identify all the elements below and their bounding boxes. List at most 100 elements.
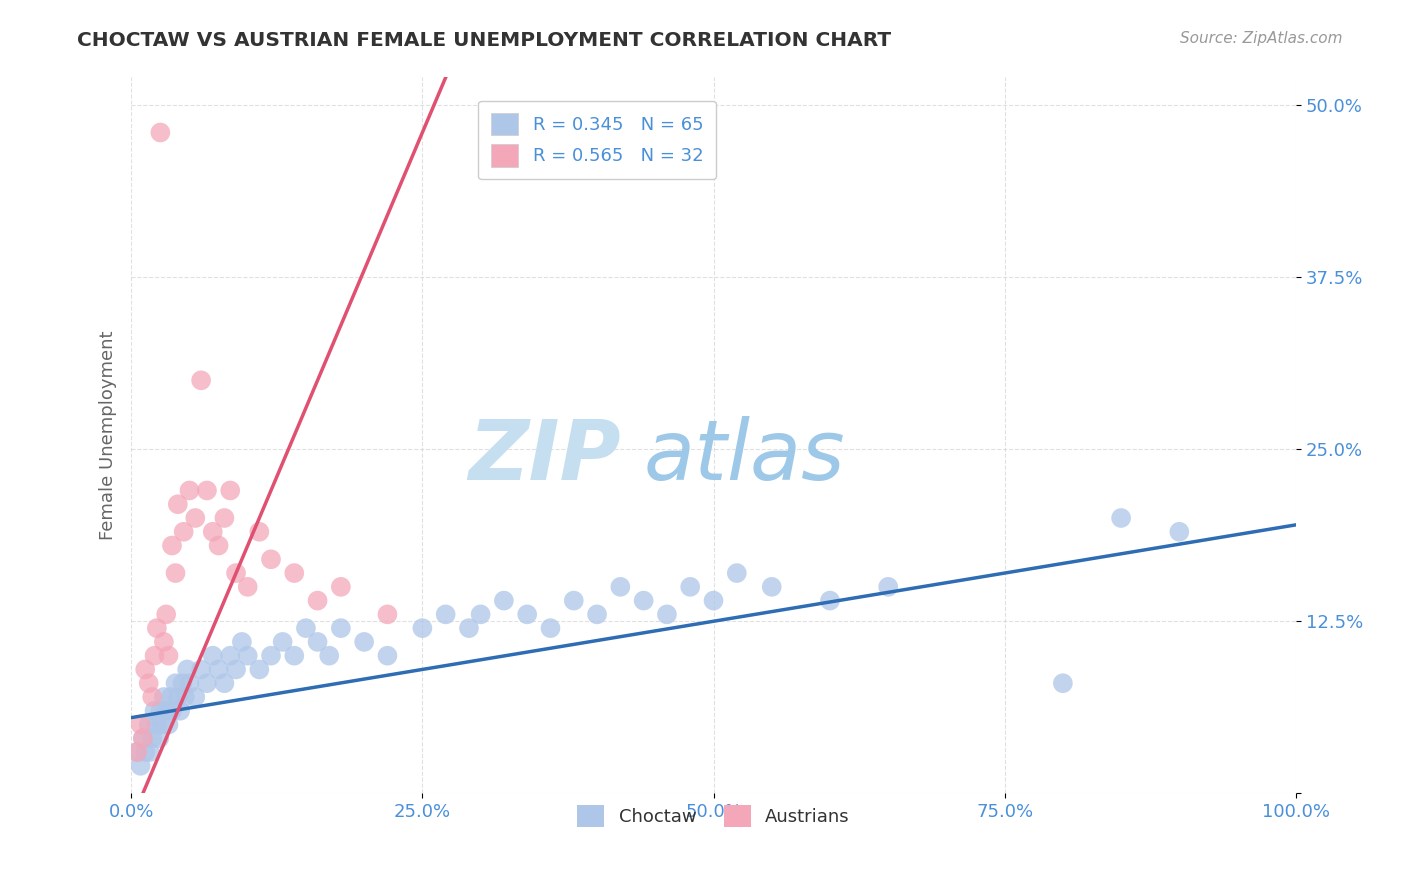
Point [377, 648, 399, 663]
Point [134, 745, 156, 759]
Point [176, 662, 198, 676]
Point [1052, 676, 1074, 690]
Point [260, 648, 283, 663]
Point [219, 483, 242, 498]
Point [247, 524, 270, 539]
Point [134, 662, 156, 676]
Point [139, 745, 162, 759]
Point [165, 566, 187, 580]
Point [702, 593, 724, 607]
Point [125, 745, 148, 759]
Point [148, 731, 170, 746]
Point [818, 593, 841, 607]
Point [146, 621, 169, 635]
Point [562, 593, 585, 607]
Point [132, 731, 155, 746]
Point [516, 607, 538, 622]
Point [655, 607, 678, 622]
Point [586, 607, 609, 622]
Point [318, 648, 340, 663]
Point [160, 704, 183, 718]
Point [132, 731, 155, 746]
Point [283, 648, 305, 663]
Point [295, 621, 318, 635]
Point [225, 566, 247, 580]
Point [283, 566, 305, 580]
Point [169, 704, 191, 718]
Point [609, 580, 631, 594]
Point [236, 648, 259, 663]
Point [146, 717, 169, 731]
Point [329, 621, 352, 635]
Point [166, 690, 188, 704]
Point [271, 635, 294, 649]
Point [236, 580, 259, 594]
Point [201, 648, 224, 663]
Point [179, 483, 201, 498]
Point [540, 621, 562, 635]
Point [225, 662, 247, 676]
Point [207, 539, 229, 553]
Point [138, 676, 160, 690]
Point [157, 717, 180, 731]
Point [725, 566, 748, 580]
Point [141, 731, 163, 746]
Point [1109, 511, 1132, 525]
Point [458, 621, 481, 635]
Point [190, 662, 212, 676]
Point [260, 552, 283, 566]
Point [679, 580, 702, 594]
Point [179, 676, 201, 690]
Point [214, 676, 236, 690]
Point [149, 126, 172, 140]
Point [143, 704, 166, 718]
Text: atlas: atlas [644, 417, 845, 498]
Point [155, 607, 177, 622]
Point [153, 690, 176, 704]
Point [166, 497, 188, 511]
Point [125, 745, 148, 759]
Point [247, 662, 270, 676]
Point [184, 690, 207, 704]
Point [165, 676, 187, 690]
Point [201, 524, 224, 539]
Point [129, 759, 152, 773]
Point [492, 593, 515, 607]
Point [219, 648, 242, 663]
Point [877, 580, 900, 594]
Text: Source: ZipAtlas.com: Source: ZipAtlas.com [1180, 31, 1343, 46]
Point [129, 717, 152, 731]
Point [150, 717, 173, 731]
Point [160, 690, 183, 704]
Point [172, 676, 194, 690]
Point [329, 580, 352, 594]
Point [173, 690, 195, 704]
Point [184, 511, 207, 525]
Point [307, 593, 329, 607]
Point [195, 676, 218, 690]
Point [231, 635, 253, 649]
Point [155, 704, 177, 718]
Point [377, 607, 399, 622]
Point [633, 593, 655, 607]
Point [143, 648, 166, 663]
Point [149, 704, 172, 718]
Point [160, 539, 183, 553]
Point [157, 648, 180, 663]
Point [207, 662, 229, 676]
Point [470, 607, 492, 622]
Point [434, 607, 457, 622]
Point [761, 580, 783, 594]
Point [353, 635, 375, 649]
Y-axis label: Female Unemployment: Female Unemployment [100, 331, 117, 541]
Point [195, 483, 218, 498]
Point [141, 690, 163, 704]
Point [307, 635, 329, 649]
Point [214, 511, 236, 525]
Text: CHOCTAW VS AUSTRIAN FEMALE UNEMPLOYMENT CORRELATION CHART: CHOCTAW VS AUSTRIAN FEMALE UNEMPLOYMENT … [77, 31, 891, 50]
Point [1168, 524, 1191, 539]
Point [173, 524, 195, 539]
Point [190, 373, 212, 387]
Point [153, 635, 176, 649]
Point [138, 717, 160, 731]
